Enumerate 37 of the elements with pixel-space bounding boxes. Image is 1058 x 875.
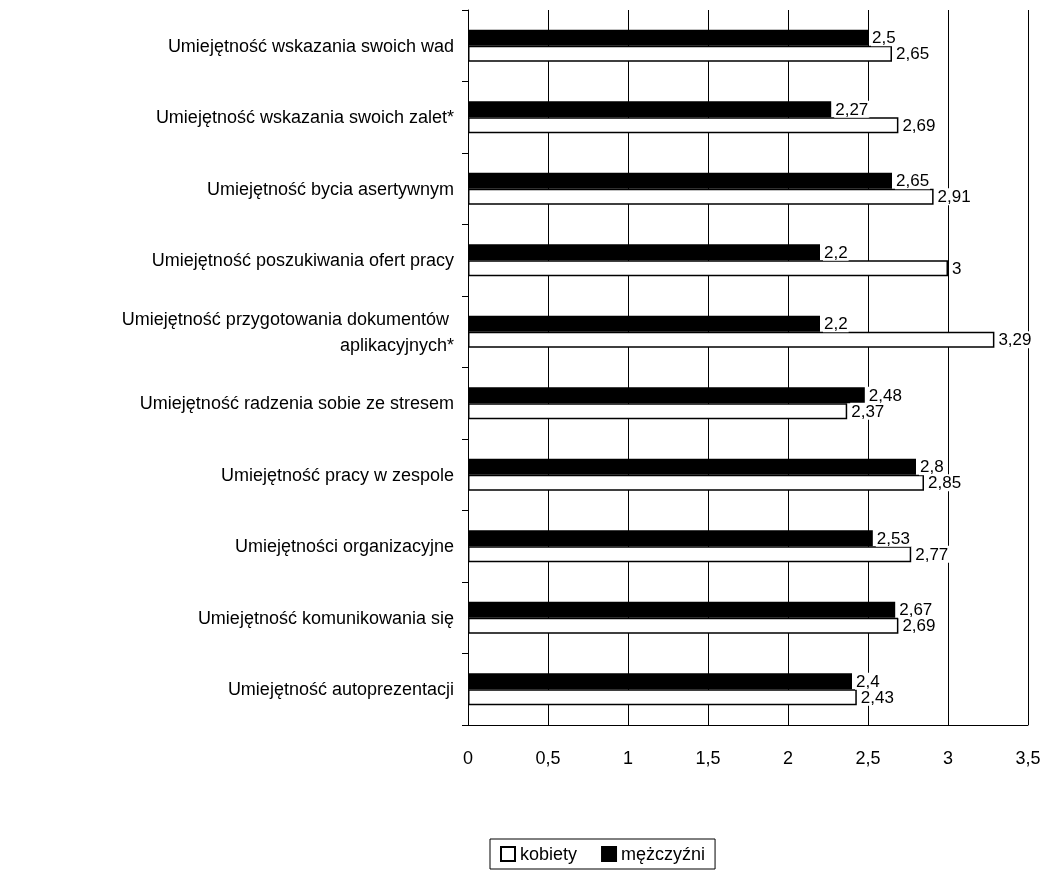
data-label: 2,2 [824, 314, 848, 334]
x-tick-label: 0,5 [535, 748, 561, 768]
data-label: 2,85 [928, 473, 962, 493]
data-label: 2,5 [872, 28, 896, 48]
data-label: 3 [952, 258, 962, 278]
data-label: 2,69 [902, 115, 936, 135]
y-tick-label: Umiejętność komunikowania się [197, 607, 454, 628]
legend-label: kobiety [520, 844, 578, 864]
y-tick-label: Umiejętność wskazania swoich zalet* [155, 107, 454, 128]
data-label: 2,77 [915, 544, 949, 564]
y-tick-label: Umiejętności organizacyjne [234, 536, 454, 557]
x-tick-label: 3 [942, 748, 954, 768]
y-tick-label: Umiejętność poszukiwania ofert pracy [151, 250, 454, 271]
legend-label: mężczyźni [621, 844, 706, 864]
data-label: 2,65 [896, 171, 930, 191]
data-label: 2,65 [896, 44, 930, 64]
y-tick-label: Umiejętność wskazania swoich wad [167, 35, 454, 56]
y-tick-label: Umiejętność przygotowania dokumentów aplikacyjnych* [121, 308, 454, 355]
x-tick-label: 2 [782, 748, 794, 768]
data-label: 3,29 [998, 330, 1032, 350]
y-tick-label: Umiejętność bycia asertywnym [206, 178, 454, 199]
y-tick-label: Umiejętność autoprezentacji [227, 679, 454, 700]
x-tick-label: 2,5 [855, 748, 881, 768]
data-label: 2,2 [824, 242, 848, 262]
x-tick-label: 0 [462, 748, 474, 768]
data-label: 2,67 [899, 600, 933, 620]
y-tick-label: Umiejętność pracy w zespole [220, 464, 454, 485]
data-label: 2,91 [937, 187, 971, 207]
x-tick-label: 1 [622, 748, 634, 768]
data-label: 2,53 [876, 528, 910, 548]
y-tick-label: Umiejętność radzenia sobie ze stresem [139, 393, 454, 414]
data-label: 2,27 [835, 99, 869, 119]
data-label: 2,48 [868, 385, 902, 405]
x-tick-label: 1,5 [695, 748, 721, 768]
data-label: 2,4 [856, 671, 880, 691]
data-label: 2,8 [920, 457, 944, 477]
x-tick-label: 3,5 [1015, 748, 1041, 768]
